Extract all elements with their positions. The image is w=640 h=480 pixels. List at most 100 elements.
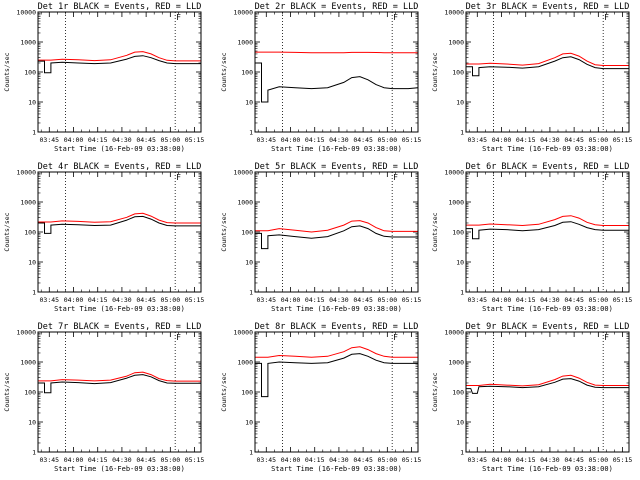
y-tick-label: 100	[24, 229, 36, 237]
x-tick-label: 04:45	[136, 136, 156, 144]
x-tick-label: 04:30	[329, 136, 349, 144]
y-axis-label: Counts/sec	[220, 52, 228, 91]
y-tick-label: 10	[28, 99, 36, 107]
x-tick-label: 04:00	[64, 136, 84, 144]
x-tick-label: 04:15	[305, 296, 325, 304]
panel-title: Det 2r BLACK = Events, RED = LLD	[255, 2, 419, 12]
y-tick-label: 1	[460, 449, 464, 457]
y-tick-label: 1000	[20, 39, 36, 47]
y-axis-label: Counts/sec	[431, 212, 439, 251]
panel-title: Det 7r BLACK = Events, RED = LLD	[38, 322, 202, 332]
plot-frame	[254, 331, 419, 453]
y-tick-label: 100	[452, 389, 464, 397]
x-axis-label: Start Time (16-Feb-09 03:38:00)	[271, 465, 402, 473]
y-tick-label: 10	[245, 99, 253, 107]
x-tick-label: 03:45	[40, 296, 60, 304]
x-tick-label: 04:30	[112, 296, 132, 304]
x-tick-label: 03:45	[257, 456, 277, 464]
x-tick-label: 05:15	[613, 456, 633, 464]
y-tick-label: 10000	[233, 329, 253, 337]
x-tick-label: 04:00	[492, 456, 512, 464]
x-tick-label: 04:00	[64, 456, 84, 464]
series-line-lld	[255, 346, 418, 358]
x-tick-label: 03:45	[257, 296, 277, 304]
flag-marker: F	[393, 173, 398, 182]
y-tick-label: 100	[24, 389, 36, 397]
panel-det-6r: Det 6r BLACK = Events, RED = LLD Counts/s…	[431, 162, 632, 313]
panel-title: Det 1r BLACK = Events, RED = LLD	[38, 2, 202, 12]
y-tick-label: 1	[32, 449, 36, 457]
x-tick-label: 04:30	[112, 136, 132, 144]
x-tick-label: 03:45	[468, 296, 488, 304]
y-tick-label: 10000	[233, 9, 253, 17]
x-tick-label: 04:30	[540, 136, 560, 144]
panel-det-4r: Det 4r BLACK = Events, RED = LLD Counts/s…	[3, 162, 204, 313]
y-tick-label: 1	[460, 129, 464, 137]
series-line-events	[38, 215, 201, 234]
panel-title: Det 4r BLACK = Events, RED = LLD	[38, 162, 202, 172]
y-tick-label: 1	[249, 289, 253, 297]
x-axis-label: Start Time (16-Feb-09 03:38:00)	[482, 145, 613, 153]
y-tick-label: 10	[456, 99, 464, 107]
panel-grid: Det 1r BLACK = Events, RED = LLD Counts/s…	[3, 2, 632, 473]
x-tick-label: 03:45	[468, 456, 488, 464]
x-tick-label: 04:45	[136, 296, 156, 304]
y-axis-label: Counts/sec	[220, 212, 228, 251]
y-tick-label: 10	[245, 419, 253, 427]
x-tick-label: 04:30	[540, 296, 560, 304]
x-axis-label: Start Time (16-Feb-09 03:38:00)	[482, 465, 613, 473]
series-line-lld	[466, 374, 629, 387]
x-tick-label: 03:45	[40, 456, 60, 464]
x-tick-label: 04:15	[516, 456, 536, 464]
x-tick-label: 05:15	[613, 296, 633, 304]
x-tick-label: 04:30	[329, 456, 349, 464]
y-tick-label: 100	[452, 229, 464, 237]
x-tick-label: 05:00	[589, 136, 609, 144]
panel-det-8r: Det 8r BLACK = Events, RED = LLD Counts/s…	[220, 322, 421, 473]
flag-marker: F	[176, 13, 181, 22]
panel-title: Det 9r BLACK = Events, RED = LLD	[466, 322, 630, 332]
y-tick-label: 100	[452, 69, 464, 77]
x-tick-label: 03:45	[40, 136, 60, 144]
x-axis-label: Start Time (16-Feb-09 03:38:00)	[271, 145, 402, 153]
x-axis-label: Start Time (16-Feb-09 03:38:00)	[54, 465, 185, 473]
panel-title: Det 3r BLACK = Events, RED = LLD	[466, 2, 630, 12]
series-line-events	[255, 353, 418, 398]
x-tick-label: 04:00	[492, 136, 512, 144]
flag-marker: F	[393, 13, 398, 22]
x-tick-label: 04:30	[329, 296, 349, 304]
panel-det-2r: Det 2r BLACK = Events, RED = LLD Counts/s…	[220, 2, 421, 153]
y-axis-label: Counts/sec	[431, 52, 439, 91]
flag-marker: F	[176, 333, 181, 342]
x-tick-label: 05:00	[378, 296, 398, 304]
x-axis-label: Start Time (16-Feb-09 03:38:00)	[482, 305, 613, 313]
y-tick-label: 100	[241, 389, 253, 397]
plot-frame	[465, 331, 630, 453]
flag-marker: F	[393, 333, 398, 342]
x-tick-label: 05:15	[185, 136, 205, 144]
series-line-lld	[255, 51, 418, 54]
x-tick-label: 05:15	[402, 456, 422, 464]
series-line-lld	[38, 371, 201, 382]
x-tick-label: 04:45	[564, 136, 584, 144]
series-line-lld	[255, 220, 418, 233]
y-tick-label: 1000	[448, 359, 464, 367]
y-tick-label: 100	[241, 229, 253, 237]
series-line-lld	[38, 212, 201, 224]
x-tick-label: 04:15	[305, 136, 325, 144]
x-tick-label: 04:00	[64, 296, 84, 304]
plot-frame	[254, 171, 419, 293]
x-tick-label: 04:45	[564, 456, 584, 464]
x-tick-label: 04:45	[136, 456, 156, 464]
y-tick-label: 1000	[237, 39, 253, 47]
flag-marker: F	[604, 13, 609, 22]
x-tick-label: 05:00	[161, 136, 181, 144]
x-axis-label: Start Time (16-Feb-09 03:38:00)	[271, 305, 402, 313]
x-axis-label: Start Time (16-Feb-09 03:38:00)	[54, 145, 185, 153]
y-axis-label: Counts/sec	[220, 372, 228, 411]
x-tick-label: 04:00	[281, 296, 301, 304]
x-tick-label: 04:15	[88, 296, 108, 304]
y-axis-label: Counts/sec	[3, 52, 11, 91]
plot-frame	[254, 11, 419, 133]
